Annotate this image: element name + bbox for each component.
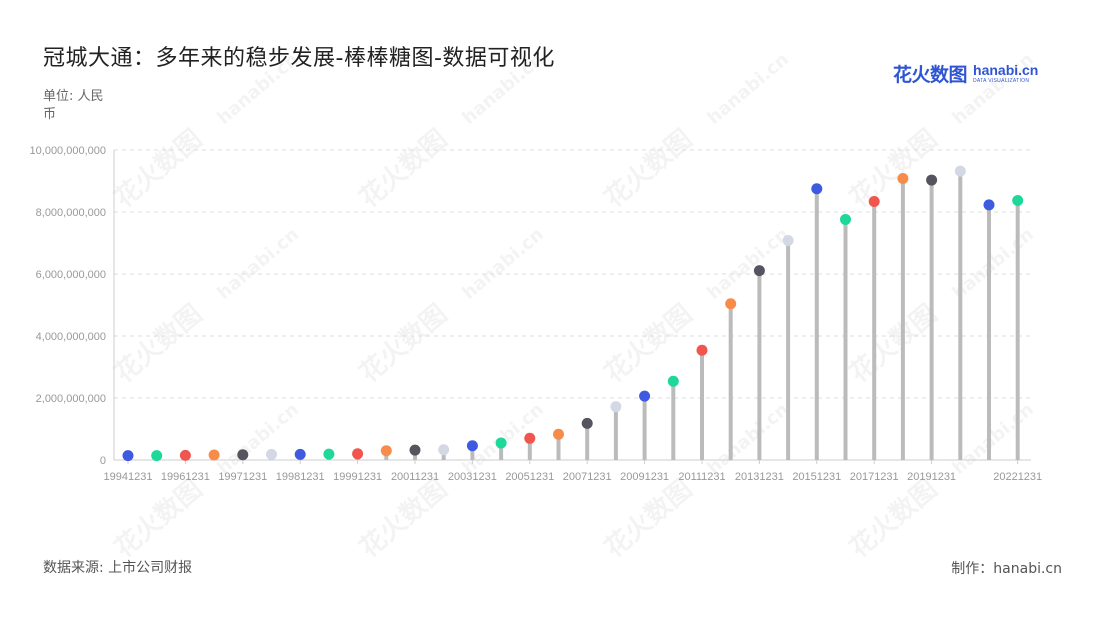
x-tick-label: 20221231 bbox=[993, 471, 1042, 483]
lollipop-dot bbox=[237, 449, 249, 461]
lollipop-dot bbox=[610, 401, 622, 413]
watermark-layer: 花火数图hanabi.cn花火数图hanabi.cn花火数图hanabi.cn花… bbox=[109, 49, 1038, 564]
watermark-text: 花火数图 bbox=[354, 124, 453, 214]
logo-text-en-wrap: hanabi.cn DATA VISUALIZATION bbox=[973, 63, 1038, 84]
y-tick-label: 4,000,000,000 bbox=[36, 331, 106, 343]
lollipop-dot bbox=[696, 344, 708, 356]
watermark-text: 花火数图 bbox=[844, 124, 943, 214]
y-tick-label: 10,000,000,000 bbox=[30, 145, 106, 157]
lollipop-dot bbox=[294, 448, 306, 460]
brand-logo[interactable]: 花火数图 hanabi.cn DATA VISUALIZATION bbox=[893, 60, 1038, 86]
watermark-text-en: hanabi.cn bbox=[458, 49, 548, 129]
grid-lines bbox=[114, 149, 1031, 399]
watermark-text-en: hanabi.cn bbox=[948, 49, 1038, 129]
x-tick-label: 20071231 bbox=[563, 471, 612, 483]
x-tick-label: 20131231 bbox=[735, 471, 784, 483]
watermark-text-en: hanabi.cn bbox=[458, 224, 548, 304]
watermark-text-en: hanabi.cn bbox=[213, 399, 303, 479]
data-source: 数据来源: 上市公司财报 bbox=[43, 560, 193, 576]
lollipop-dot bbox=[323, 448, 335, 460]
y-tick-label: 6,000,000,000 bbox=[36, 269, 106, 281]
lollipop-dot bbox=[840, 213, 851, 225]
lollipop-dot bbox=[954, 165, 966, 177]
x-tick-label: 20051231 bbox=[505, 471, 554, 483]
unit-label: 单位: 人民币 bbox=[43, 89, 104, 122]
lollipop-dot bbox=[926, 174, 938, 186]
watermark-text-en: hanabi.cn bbox=[213, 224, 303, 304]
watermark-text: 花火数图 bbox=[599, 474, 698, 564]
x-tick-label: 19981231 bbox=[276, 471, 325, 483]
lollipop-dot bbox=[983, 199, 995, 211]
y-axis: 0 2,000,000,000 4,000,000,000 6,000,000,000… bbox=[30, 145, 115, 467]
lollipop-dot bbox=[897, 173, 909, 185]
lollipop-dot bbox=[409, 444, 421, 456]
x-tick-label: 20031231 bbox=[448, 471, 497, 483]
lollipop-dot bbox=[438, 444, 450, 456]
x-tick-label: 19941231 bbox=[104, 471, 153, 483]
x-tick-label: 20011231 bbox=[391, 471, 439, 483]
lollipop-dot bbox=[122, 450, 134, 462]
watermark-text-en: hanabi.cn bbox=[213, 49, 303, 129]
watermark-text: 花火数图 bbox=[844, 299, 943, 389]
lollipop-dot bbox=[151, 450, 163, 462]
x-tick-label: 19971231 bbox=[218, 471, 267, 483]
lollipop-dot bbox=[667, 375, 679, 387]
y-tick-label: 0 bbox=[100, 455, 106, 467]
x-tick-label: 20151231 bbox=[792, 471, 841, 483]
lollipop-dot bbox=[466, 440, 478, 452]
watermark-text: 花火数图 bbox=[109, 474, 208, 564]
lollipop-dot bbox=[553, 428, 564, 440]
x-tick-label: 19991231 bbox=[333, 471, 382, 483]
lollipop-dot bbox=[1012, 195, 1024, 207]
data-marks bbox=[122, 165, 1024, 462]
watermark-text: 花火数图 bbox=[109, 299, 208, 389]
watermark-text: 花火数图 bbox=[109, 124, 208, 214]
x-tick-label: 20091231 bbox=[620, 471, 669, 483]
lollipop-dot bbox=[782, 235, 794, 247]
x-tick-label: 20191231 bbox=[907, 471, 956, 483]
x-axis: 19941231 19961231 19971231 19981231 19991231… bbox=[104, 459, 1042, 483]
logo-text-sub: DATA VISUALIZATION bbox=[973, 77, 1030, 84]
lollipop-dot bbox=[179, 449, 191, 461]
watermark-text-en: hanabi.cn bbox=[703, 399, 793, 479]
watermark-text: 花火数图 bbox=[844, 474, 943, 564]
lollipop-dot bbox=[380, 445, 392, 457]
lollipop-dot bbox=[725, 298, 737, 310]
lollipop-dot bbox=[524, 432, 536, 444]
watermark-text: 花火数图 bbox=[599, 299, 698, 389]
watermark-text-en: hanabi.cn bbox=[703, 49, 793, 129]
watermark-text: 花火数图 bbox=[354, 474, 453, 564]
logo-text-en: hanabi.cn bbox=[973, 61, 1039, 78]
logo-text-cn: 花火数图 bbox=[893, 63, 968, 86]
lollipop-dot bbox=[753, 265, 765, 277]
x-tick-label: 20111231 bbox=[678, 471, 725, 483]
watermark-text-en: hanabi.cn bbox=[703, 224, 793, 304]
maker-credit: 制作：hanabi.cn bbox=[951, 561, 1062, 577]
lollipop-dot bbox=[639, 390, 651, 402]
lollipop-dot bbox=[868, 195, 880, 207]
lollipop-dot bbox=[266, 448, 277, 460]
x-tick-label: 19961231 bbox=[161, 471, 210, 483]
y-tick-label: 8,000,000,000 bbox=[36, 207, 106, 219]
watermark: 花火数图 hanabi.cn bbox=[844, 49, 1038, 214]
watermark-text: 花火数图 bbox=[354, 299, 453, 389]
x-tick-label: 20171231 bbox=[850, 471, 899, 483]
lollipop-dot bbox=[352, 448, 364, 460]
lollipop-dot bbox=[495, 437, 507, 449]
lollipop-dot bbox=[811, 183, 823, 195]
chart-title: 冠城大通：多年来的稳步发展-棒棒糖图-数据可视化 bbox=[43, 46, 555, 71]
y-tick-label: 2,000,000,000 bbox=[36, 393, 106, 405]
watermark-text: 花火数图 bbox=[599, 124, 698, 214]
lollipop-dot bbox=[208, 449, 220, 461]
lollipop-dot bbox=[581, 417, 593, 429]
